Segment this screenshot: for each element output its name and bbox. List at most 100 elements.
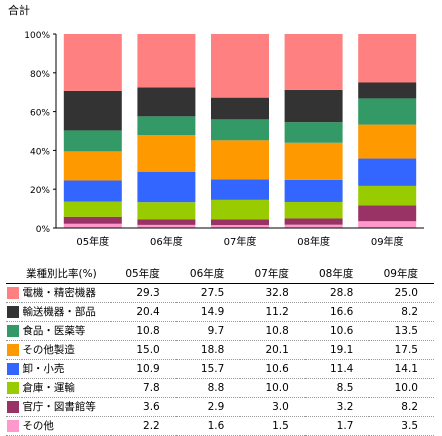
bar-segment <box>284 201 343 219</box>
bar-segment <box>284 142 343 180</box>
table-cell: 10.8 <box>265 325 289 337</box>
bar-segment <box>63 216 122 224</box>
bar-segment <box>63 223 122 228</box>
bar-segment <box>137 34 196 88</box>
table-cell: 15.0 <box>136 344 160 356</box>
table-header-label: 業種別比率(%) <box>26 268 97 280</box>
bar-segment <box>358 34 417 83</box>
legend-swatch-cell <box>6 322 22 341</box>
table-cell: 8.2 <box>401 401 418 413</box>
y-tick-label: 60% <box>30 109 50 119</box>
legend-swatch-cell <box>6 303 22 322</box>
series-label: 倉庫・運輸 <box>22 382 75 394</box>
table-cell: 20.1 <box>265 344 289 356</box>
bar-segment <box>284 34 343 90</box>
legend-swatch-cell <box>6 417 22 436</box>
table-header-year: 07年度 <box>254 268 289 280</box>
table-cell: 8.5 <box>336 382 354 394</box>
table-cell: 3.5 <box>401 420 418 432</box>
table-row: その他 2.2 1.6 1.5 1.7 3.5 <box>6 417 434 436</box>
bar-segment <box>358 98 417 125</box>
table-cell: 10.6 <box>329 325 354 337</box>
table-header-year: 05年度 <box>125 268 160 280</box>
y-tick-label: 100% <box>24 31 50 41</box>
table-cell: 10.6 <box>265 363 289 375</box>
table-row: 倉庫・運輸 7.8 8.8 10.0 8.5 10.0 <box>6 379 434 398</box>
table-cell: 29.3 <box>136 287 160 299</box>
legend-swatch <box>7 344 19 356</box>
table-header-year: 09年度 <box>383 268 418 280</box>
table-header-row: 業種別比率(%) 05年度 06年度 07年度 08年度 09年度 <box>6 265 434 284</box>
table-cell: 3.0 <box>272 401 289 413</box>
table-cell: 8.2 <box>401 306 418 318</box>
table-row: 食品・医薬等 10.8 9.7 10.8 10.6 13.5 <box>6 322 434 341</box>
table-cell: 10.0 <box>394 382 418 394</box>
series-label: 電機・精密機器 <box>22 287 96 299</box>
bar-segment <box>137 135 196 172</box>
legend-swatch-cell <box>6 398 22 417</box>
table-row: 輸送機器・部品 20.4 14.9 11.2 16.6 8.2 <box>6 303 434 322</box>
bar-segment <box>137 202 196 220</box>
table-cell: 18.8 <box>200 344 225 356</box>
bar-segment <box>63 130 122 152</box>
legend-swatch <box>7 325 19 337</box>
bar-segment <box>358 185 417 206</box>
bar-segment <box>211 219 269 226</box>
bar-segment <box>211 119 269 141</box>
table-cell: 27.5 <box>200 287 225 299</box>
table-row: 官庁・図書館等 3.6 2.9 3.0 3.2 8.2 <box>6 398 434 417</box>
x-tick-label: 09年度 <box>371 235 404 248</box>
table-cell: 11.2 <box>265 306 289 318</box>
bar-segment <box>137 171 196 203</box>
legend-swatch <box>7 382 19 394</box>
bar-segment <box>63 34 122 91</box>
table-cell: 13.5 <box>394 325 418 337</box>
y-tick-label: 0% <box>36 225 51 235</box>
bar-segment <box>358 158 417 186</box>
table-cell: 8.8 <box>207 382 225 394</box>
table-row: 電機・精密機器 29.3 27.5 32.8 28.8 25.0 <box>6 284 434 303</box>
table-cell: 1.5 <box>272 420 289 432</box>
legend-swatch-cell <box>6 341 22 360</box>
bar-segment <box>358 221 417 228</box>
series-label: 卸・小売 <box>22 363 65 375</box>
bar-segment <box>137 116 196 136</box>
table-cell: 2.9 <box>207 401 225 413</box>
table-cell: 17.5 <box>394 344 418 356</box>
x-tick-label: 05年度 <box>76 235 109 248</box>
y-axis-ticks: 0% 20% 40% 60% 80% 100% <box>24 31 56 235</box>
table-cell: 10.8 <box>136 325 160 337</box>
legend-swatch-cell <box>6 379 22 398</box>
y-tick-label: 40% <box>30 147 50 157</box>
bar-segment <box>358 124 417 159</box>
bar-segment <box>284 122 343 143</box>
legend-swatch <box>7 363 19 375</box>
table-row: その他製造 15.0 18.8 20.1 19.1 17.5 <box>6 341 434 360</box>
table-cell: 1.7 <box>336 420 354 432</box>
legend-swatch-cell <box>6 284 22 303</box>
table-cell: 1.6 <box>207 420 225 432</box>
bar-segment <box>63 90 122 131</box>
x-tick-label: 06年度 <box>150 235 183 248</box>
series-label: 食品・医薬等 <box>22 325 86 337</box>
table-cell: 2.2 <box>143 420 160 432</box>
table-cell: 14.1 <box>394 363 418 375</box>
table-cell: 3.6 <box>143 401 160 413</box>
bar-segment <box>211 140 269 180</box>
table-cell: 9.7 <box>207 325 225 337</box>
table-cell: 19.1 <box>329 344 354 356</box>
stacked-bar-chart: 合計 0% 20% 40% 60% 80% 100% 05年度 06年度 07年度 08年度 09… <box>8 3 424 248</box>
table-cell: 16.6 <box>329 306 354 318</box>
bar-segment <box>358 82 417 99</box>
bar-segment <box>284 224 343 228</box>
y-tick-label: 20% <box>30 186 50 196</box>
table-cell: 28.8 <box>329 287 354 299</box>
series-label: 官庁・図書館等 <box>22 401 96 413</box>
table-cell: 15.7 <box>200 363 225 375</box>
bar-segment <box>211 225 269 228</box>
table-cell: 20.4 <box>136 306 160 318</box>
bar-segment <box>137 224 196 228</box>
bar-segment <box>137 219 196 225</box>
bar-segment <box>211 97 269 120</box>
legend-swatch <box>7 287 19 299</box>
